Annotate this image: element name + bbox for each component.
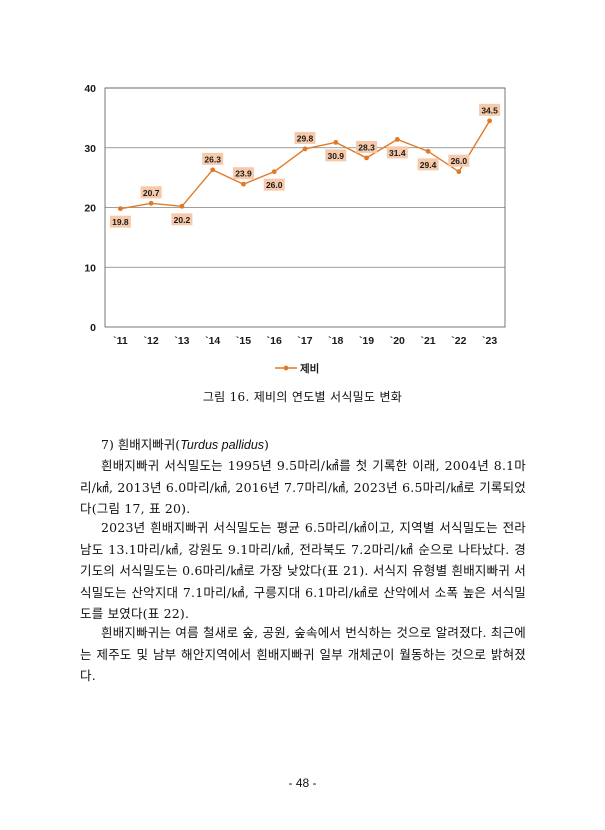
data-point bbox=[241, 181, 246, 187]
section-heading-suffix: ) bbox=[264, 437, 269, 452]
data-point bbox=[425, 148, 431, 154]
data-label-box bbox=[448, 154, 470, 167]
y-tick-label: 0 bbox=[90, 322, 96, 334]
legend-marker bbox=[283, 365, 289, 371]
data-label: 29.8 bbox=[297, 133, 314, 143]
density-line-chart: 0 10 20 30 40 `11 `12 `13 `14 `15 `16 `17 `18 `19 `20 `… bbox=[78, 78, 518, 383]
paragraph-1: 흰배지빠귀 서식밀도는 1995년 9.5마리/㎢를 첫 기록한 이래, 200… bbox=[80, 458, 526, 516]
x-tick-label: `21 bbox=[420, 335, 435, 347]
x-tick-label: `18 bbox=[328, 335, 343, 347]
data-label: 28.3 bbox=[358, 142, 375, 152]
data-label: 20.2 bbox=[174, 215, 191, 225]
x-tick-label: `13 bbox=[174, 335, 189, 347]
data-point bbox=[179, 203, 185, 209]
page-number: - 48 - bbox=[288, 776, 317, 790]
data-label: 26.0 bbox=[451, 156, 468, 166]
data-point bbox=[210, 167, 216, 173]
data-label-box bbox=[325, 149, 347, 162]
data-label: 20.7 bbox=[143, 188, 160, 198]
data-label: 29.4 bbox=[420, 160, 437, 170]
data-label-box bbox=[140, 186, 162, 199]
data-point bbox=[271, 169, 277, 175]
section-heading-scientific-name: Turdus pallidus bbox=[180, 438, 265, 452]
data-label-box bbox=[109, 215, 131, 228]
y-tick-label: 40 bbox=[84, 83, 96, 95]
data-label-box bbox=[356, 140, 378, 153]
data-label: 31.4 bbox=[389, 148, 406, 158]
paragraph-2: 2023년 흰배지빠귀 서식밀도는 평균 6.5마리/㎢이고, 지역별 서식밀도… bbox=[80, 520, 526, 621]
y-tick-label: 30 bbox=[84, 143, 96, 155]
data-point bbox=[487, 118, 493, 124]
data-label: 26.0 bbox=[266, 180, 283, 190]
x-tick-label: `12 bbox=[144, 335, 159, 347]
y-tick-label: 20 bbox=[84, 203, 96, 215]
data-point bbox=[148, 200, 154, 206]
data-point bbox=[364, 155, 369, 161]
plot-area-border bbox=[104, 87, 506, 328]
data-label: 23.9 bbox=[235, 169, 252, 179]
x-tick-label: `20 bbox=[390, 335, 405, 347]
data-label: 19.8 bbox=[112, 217, 129, 227]
section-heading-prefix: 7) 흰배지빠귀( bbox=[101, 437, 181, 452]
x-tick-label: `15 bbox=[236, 335, 251, 347]
data-label-box bbox=[386, 146, 408, 159]
data-point bbox=[302, 146, 308, 152]
data-point bbox=[394, 136, 400, 142]
x-tick-label: `22 bbox=[451, 335, 466, 347]
x-tick-label: `23 bbox=[482, 335, 497, 347]
section-heading: 7) 흰배지빠귀(Turdus pallidus) bbox=[101, 434, 269, 453]
data-label: 26.3 bbox=[204, 154, 221, 164]
legend-label: 제비 bbox=[300, 362, 319, 375]
data-label-box bbox=[417, 158, 439, 171]
paragraph-3: 흰배지빠귀는 여름 철새로 숲, 공원, 숲속에서 번식하는 것으로 알려졌다.… bbox=[80, 625, 526, 683]
data-label: 30.9 bbox=[327, 151, 344, 161]
figure-caption: 그림 16. 제비의 연도별 서식밀도 변화 bbox=[202, 390, 403, 404]
x-tick-label: `17 bbox=[297, 335, 312, 347]
x-tick-label: `19 bbox=[359, 335, 374, 347]
data-label-box bbox=[202, 152, 224, 165]
data-label-box bbox=[294, 131, 316, 144]
data-point bbox=[333, 139, 339, 145]
data-label-box bbox=[232, 167, 254, 180]
chart-svg: 0 10 20 30 40 `11 `12 `13 `14 `15 `16 `17 `18 `19 `20 `… bbox=[84, 83, 506, 375]
data-point bbox=[117, 206, 123, 212]
x-tick-label: `16 bbox=[267, 335, 282, 347]
x-tick-label: `11 bbox=[113, 335, 128, 347]
data-label-box bbox=[479, 103, 501, 116]
x-tick-label: `14 bbox=[205, 335, 220, 347]
data-label-box bbox=[263, 178, 285, 191]
data-label: 34.5 bbox=[481, 105, 498, 115]
y-tick-label: 10 bbox=[84, 262, 96, 274]
data-point bbox=[456, 169, 462, 175]
data-label-box bbox=[171, 213, 193, 226]
